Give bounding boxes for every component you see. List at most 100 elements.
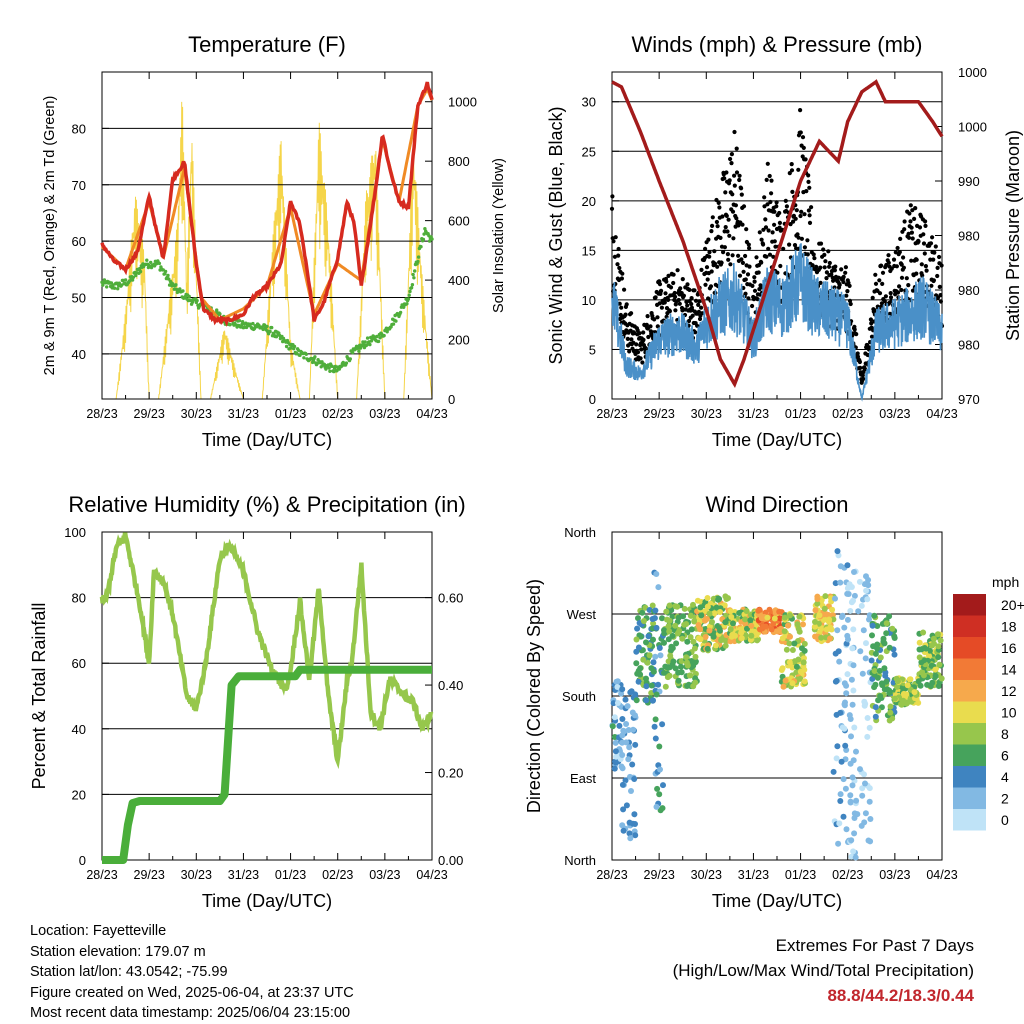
wind-direction-point [668, 643, 675, 650]
gust-point [737, 177, 742, 183]
dewpoint-point [251, 321, 255, 326]
gust-point [781, 246, 786, 251]
wind-direction-point [704, 603, 711, 610]
wind-direction-point [924, 681, 931, 688]
x-tick-label-2: 03/23 [369, 868, 400, 882]
wind-direction-point [866, 798, 873, 805]
wind-direction-point [849, 774, 856, 781]
gust-point [730, 192, 735, 197]
gust-point [717, 205, 722, 210]
gust-point [648, 324, 653, 329]
wind-direction-point [936, 661, 943, 668]
gust-point [629, 311, 634, 316]
gust-point [743, 291, 748, 296]
wind-direction-point [627, 835, 634, 842]
wind-direction-point [816, 612, 823, 619]
legend-label: 0 [1001, 812, 1009, 828]
gust-point [739, 186, 744, 191]
wind-direction-point [622, 777, 629, 784]
gust-point [777, 220, 783, 225]
wind-direction-point [619, 716, 626, 722]
gust-point [930, 235, 935, 240]
wind-direction-point [842, 785, 849, 792]
wind-direction-point [929, 642, 936, 649]
wind-direction-point [838, 758, 845, 765]
y2-tick-label-1: 980 [958, 338, 980, 353]
wind-direction-point [832, 580, 839, 587]
gust-point [616, 246, 621, 252]
gust-point [902, 227, 907, 232]
gust-point [898, 236, 903, 241]
gust-point [935, 273, 940, 279]
legend-swatch [953, 658, 986, 680]
wind-direction-point [871, 612, 878, 619]
wind-direction-point [883, 620, 890, 627]
gust-point [833, 264, 838, 269]
dewpoint-point [228, 323, 232, 327]
gust-point [629, 337, 634, 342]
gust-point [807, 220, 813, 225]
wind-direction-point [830, 616, 837, 623]
gust-point [765, 202, 770, 207]
wind-direction-point [643, 639, 649, 646]
dewpoint-point [402, 305, 406, 309]
gust-point [869, 334, 875, 339]
gust-point [685, 303, 690, 308]
dewpoint-point [407, 293, 411, 297]
wind-direction-point [670, 658, 677, 665]
wind-direction-point [848, 676, 855, 683]
gust-point [657, 282, 663, 287]
dewpoint-point [327, 366, 331, 370]
wind-direction-point [669, 632, 676, 639]
dewpoint-point [157, 261, 162, 266]
wind-direction-point [656, 645, 663, 651]
x-axis-label-3: Time (Day/UTC) [712, 891, 842, 911]
gust-point [746, 242, 751, 247]
gust-point [789, 168, 795, 173]
wind-direction-point [833, 755, 840, 762]
gust-point [886, 260, 891, 265]
gust-point [909, 225, 914, 230]
x-tick-label-3: 29/23 [644, 868, 675, 882]
wind-direction-point [651, 723, 658, 730]
wind-direction-point [711, 610, 718, 617]
wind-direction-point [645, 633, 652, 640]
legend-label: 10 [1001, 705, 1017, 721]
dewpoint-point [163, 269, 168, 274]
gust-point [906, 231, 911, 236]
gust-point [675, 268, 680, 273]
legend-swatch [953, 723, 986, 745]
gust-point [741, 204, 747, 209]
dewpoint-point [394, 319, 398, 323]
wind-direction-point [850, 662, 857, 669]
wind-direction-point [858, 602, 865, 609]
x-tick-label-3: 01/23 [785, 868, 816, 882]
wind-direction-point [920, 672, 927, 679]
wind-direction-point [611, 765, 618, 772]
wind-direction-point [674, 630, 681, 637]
gust-point [720, 214, 725, 219]
wind-direction-point [862, 655, 869, 662]
gust-point [772, 209, 777, 214]
gust-point [767, 252, 773, 257]
gust-point [719, 260, 724, 265]
gust-point [745, 272, 751, 277]
wind-direction-point [674, 603, 681, 610]
gust-point [634, 342, 639, 347]
dewpoint-point [123, 278, 128, 282]
wind-direction-point [825, 618, 832, 625]
wind-direction-point [841, 725, 848, 732]
wind-direction-point [659, 615, 665, 622]
legend-title: mph [992, 574, 1019, 590]
wind-direction-point [612, 739, 619, 746]
wind-direction-point [722, 642, 729, 649]
wind-direction-point [850, 626, 857, 633]
wind-direction-point [789, 647, 796, 653]
wind-direction-point [853, 797, 860, 804]
wind-direction-point [849, 645, 856, 652]
gust-point [818, 241, 824, 246]
gust-point [740, 260, 746, 265]
x-tick-label-2: 01/23 [275, 868, 306, 882]
y-tick-label-0: 40 [72, 347, 86, 362]
wind-direction-point [837, 579, 844, 586]
